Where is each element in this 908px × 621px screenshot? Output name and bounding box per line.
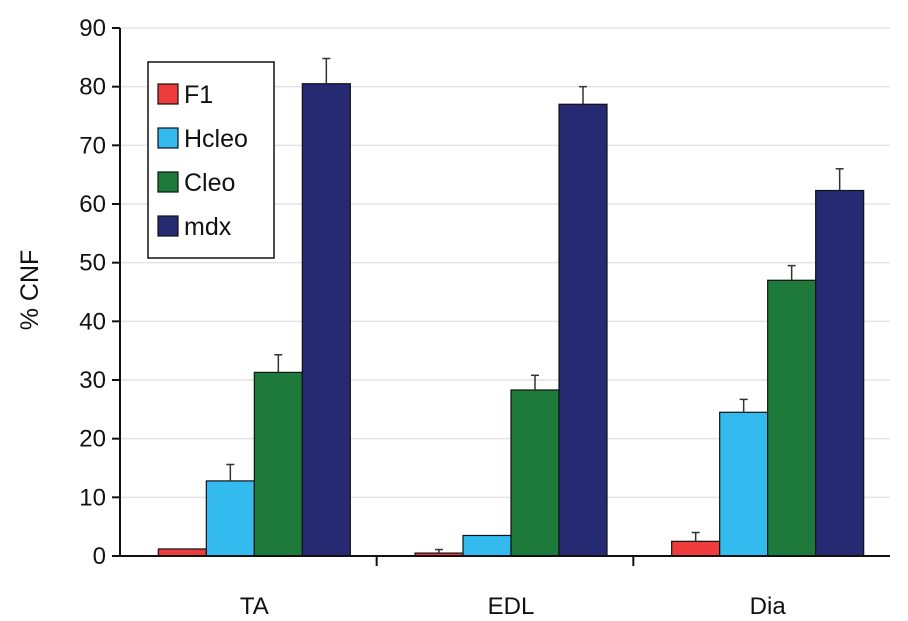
legend-swatch-mdx [157, 215, 179, 237]
x-tick-label: TA [240, 593, 269, 620]
bar-cleo-dia [767, 279, 817, 557]
legend-swatch-f1 [157, 83, 179, 105]
bar-cleo-ta [253, 371, 303, 557]
x-tick-label: EDL [488, 593, 535, 620]
bar-f1-ta [157, 548, 207, 557]
y-tick-label: 0 [93, 543, 106, 570]
x-axis-ticks: TA EDL Dia [240, 556, 786, 620]
y-tick-label: 70 [79, 132, 106, 159]
bar-hcleo-edl [462, 534, 512, 557]
y-tick-label: 80 [79, 74, 106, 101]
x-tick-label: Dia [750, 593, 787, 620]
bars [157, 57, 865, 557]
y-tick-label: 30 [79, 367, 106, 394]
legend-label-f1: F1 [184, 81, 213, 109]
y-axis-title: % CNF [16, 250, 44, 331]
axes [119, 28, 890, 557]
bar-hcleo-ta [205, 480, 255, 557]
y-tick-label: 50 [79, 250, 106, 277]
y-tick-label: 20 [79, 426, 106, 453]
y-tick-label: 60 [79, 191, 106, 218]
legend-swatch-cleo [157, 171, 179, 193]
bar-mdx-edl [558, 103, 608, 557]
legend-label-mdx: mdx [184, 213, 232, 241]
y-tick-label: 90 [79, 15, 106, 42]
y-tick-label: 40 [79, 308, 106, 335]
legend-label-cleo: Cleo [184, 169, 235, 197]
legend: F1 Hcleo Cleo mdx [147, 61, 275, 259]
legend-swatch-hcleo [157, 127, 179, 149]
bar-hcleo-dia [719, 411, 769, 557]
bar-mdx-dia [815, 189, 865, 557]
bar-mdx-ta [301, 83, 351, 557]
bar-cleo-edl [510, 389, 560, 557]
y-tick-label: 10 [79, 484, 106, 511]
y-axis-ticks: 0 10 20 30 40 50 60 70 80 90 [79, 15, 120, 570]
bar-f1-dia [671, 540, 721, 557]
legend-label-hcleo: Hcleo [184, 125, 248, 153]
